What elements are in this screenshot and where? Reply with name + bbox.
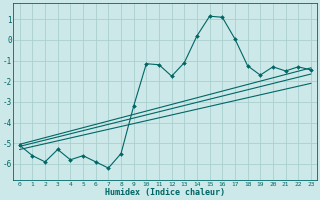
- X-axis label: Humidex (Indice chaleur): Humidex (Indice chaleur): [105, 188, 225, 197]
